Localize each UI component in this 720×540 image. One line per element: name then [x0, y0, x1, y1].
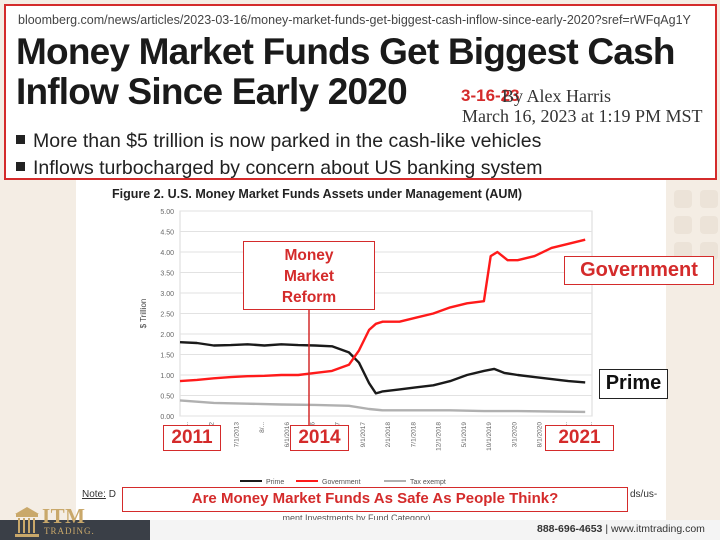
question-banner: Are Money Market Funds As Safe As People…	[122, 487, 628, 512]
year-2014-callout: 2014	[290, 425, 349, 451]
x-tick-label: 8/1/2020	[537, 422, 544, 448]
x-tick-label: 7/1/2013	[234, 422, 241, 448]
bullet-square-icon	[16, 135, 25, 145]
x-tick-label: ...	[587, 422, 594, 428]
footer-separator: |	[605, 523, 609, 535]
article-title-line-1: Money Market Funds Get Biggest Cash	[16, 31, 675, 72]
prime-callout: Prime	[599, 369, 668, 399]
y-tick-label: 0.00	[160, 414, 174, 421]
y-axis-label: $ Trillion	[139, 299, 148, 329]
callout-line: Money	[284, 247, 334, 264]
article-dateline: March 16, 2023 at 1:19 PM MST	[462, 106, 703, 126]
x-tick-label: 10/1/2019	[486, 422, 493, 451]
y-tick-label: 5.00	[160, 209, 174, 216]
article-byline: By Alex Harris	[502, 86, 611, 106]
note-text-start: D	[108, 489, 116, 500]
year-2021-callout: 2021	[545, 425, 614, 451]
x-tick-label: 6/1/2016	[284, 422, 291, 448]
y-tick-label: 2.50	[160, 312, 174, 319]
footer-phone[interactable]: 888-696-4653	[537, 523, 603, 535]
x-tick-label: 7/1/2018	[410, 422, 417, 448]
brand-subtitle: TRADING.	[44, 526, 95, 536]
article-title: Money Market Funds Get Biggest Cash Infl…	[16, 32, 675, 112]
legend-label: Prime	[266, 479, 284, 486]
y-tick-label: 3.50	[160, 271, 174, 278]
bullet-text: More than $5 trillion is now parked in t…	[33, 130, 542, 152]
article-title-line-2: Inflow Since Early 2020	[16, 71, 408, 112]
government-callout: Government	[564, 256, 714, 285]
article-bullet: More than $5 trillion is now parked in t…	[16, 130, 541, 153]
x-tick-label: 12/1/2018	[436, 422, 443, 451]
x-tick-label: 2/1/2018	[385, 422, 392, 448]
annotation-date: 3-16-23	[461, 86, 520, 105]
y-tick-label: 2.00	[160, 332, 174, 339]
callout-line: Market	[284, 268, 334, 285]
article-url[interactable]: bloomberg.com/news/articles/2023-03-16/m…	[18, 13, 691, 27]
footer-bar	[0, 520, 720, 540]
series-line-government	[179, 238, 586, 383]
x-tick-label: 3/1/2020	[511, 422, 518, 448]
bullet-square-icon	[16, 162, 25, 172]
note-label: Note:	[82, 489, 106, 500]
y-tick-label: 4.00	[160, 250, 174, 257]
year-2011-callout: 2011	[163, 425, 221, 451]
legend-label: Government	[322, 479, 361, 486]
chart-note: Note: D	[82, 489, 116, 500]
brand-name: ITM	[42, 504, 86, 528]
y-tick-label: 1.50	[160, 353, 174, 360]
y-tick-label: 4.50	[160, 230, 174, 237]
bullet-text: Inflows turbocharged by concern about US…	[33, 157, 543, 179]
itm-logo-icon	[15, 507, 39, 537]
series-line-tax-exempt	[179, 399, 586, 414]
x-tick-label: 5/1/2019	[461, 422, 468, 448]
callout-line: Reform	[281, 289, 337, 306]
y-tick-label: 3.00	[160, 291, 174, 298]
x-tick-label: 8/...	[259, 422, 266, 433]
article-header-box: bloomberg.com/news/articles/2023-03-16/m…	[4, 4, 717, 180]
chart-title: Figure 2. U.S. Money Market Funds Assets…	[112, 187, 523, 201]
chart-note-end: ds/us-	[630, 489, 658, 500]
footer-website[interactable]: www.itmtrading.com	[610, 523, 705, 535]
legend-label: Tax exempt	[410, 479, 446, 486]
y-tick-label: 1.00	[160, 373, 174, 380]
article-bullet: Inflows turbocharged by concern about US…	[16, 157, 542, 180]
chart-note-bottom: ...ment Investments by Fund Category).	[275, 513, 434, 523]
y-tick-label: 0.50	[160, 394, 174, 401]
footer-contact: 888-696-4653 | www.itmtrading.com	[537, 523, 705, 535]
money-market-reform-callout: Money Market Reform	[243, 241, 375, 310]
x-tick-label: 9/1/2017	[360, 422, 367, 448]
series-line-prime	[179, 341, 586, 395]
